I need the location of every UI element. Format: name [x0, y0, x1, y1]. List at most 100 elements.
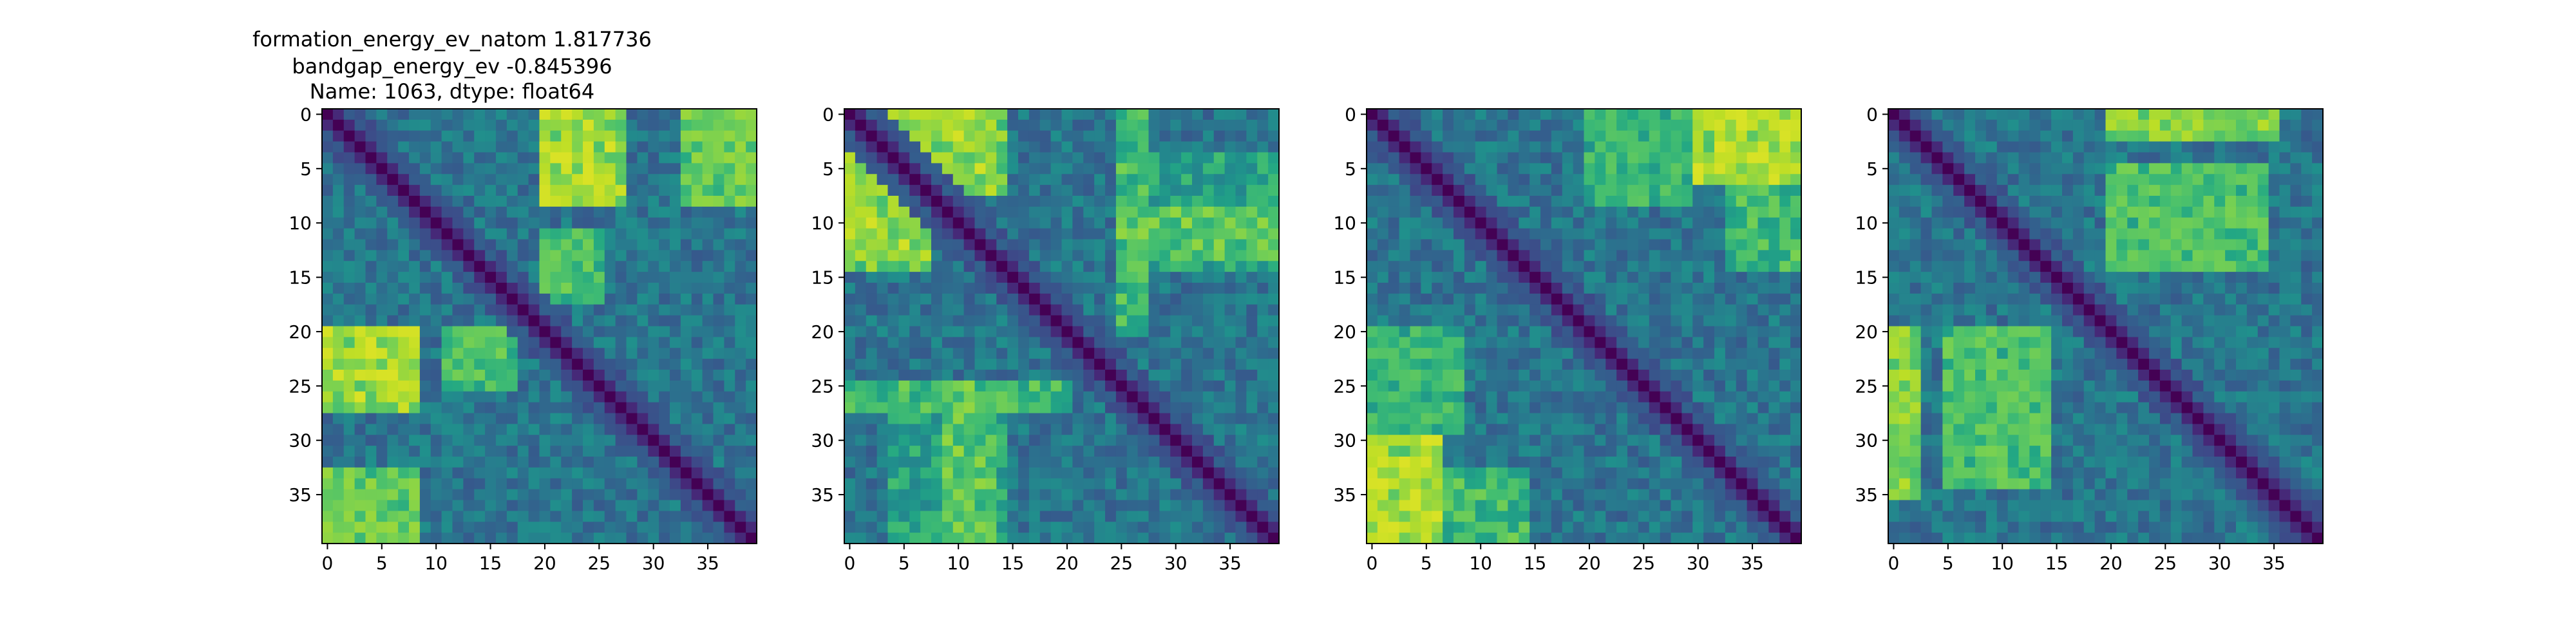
- heatmap-cell: [691, 337, 703, 348]
- heatmap-cell: [931, 446, 943, 457]
- heatmap-cell: [909, 163, 921, 175]
- heatmap-cell: [1268, 489, 1280, 501]
- heatmap-cell: [920, 185, 932, 196]
- heatmap-cell: [1410, 304, 1421, 316]
- heatmap-cell: [1638, 533, 1650, 544]
- heatmap-cell: [1061, 359, 1073, 370]
- heatmap-cell: [1671, 457, 1682, 468]
- heatmap-cell: [1725, 457, 1737, 468]
- heatmap-cell: [1519, 326, 1530, 337]
- heatmap-cell: [898, 446, 910, 457]
- heatmap-cell: [1681, 304, 1693, 316]
- heatmap-cell: [1519, 119, 1530, 131]
- heatmap-cell: [746, 457, 757, 468]
- heatmap-cell: [1562, 283, 1574, 294]
- heatmap-cell: [1257, 478, 1269, 490]
- heatmap-cell: [409, 370, 421, 381]
- heatmap-cell: [746, 435, 757, 446]
- heatmap-cell: [343, 522, 355, 533]
- heatmap-cell: [506, 413, 518, 424]
- heatmap-cell: [1105, 370, 1117, 381]
- heatmap-cell: [1377, 533, 1389, 544]
- heatmap-cell: [659, 196, 670, 207]
- heatmap-cell: [506, 380, 518, 392]
- heatmap-cell: [474, 239, 486, 251]
- heatmap-cell: [343, 130, 355, 142]
- heatmap-cell: [1007, 272, 1019, 283]
- heatmap-cell: [2018, 119, 2030, 131]
- heatmap-cell: [735, 250, 746, 261]
- heatmap-cell: [1725, 315, 1737, 327]
- heatmap-cell: [866, 446, 878, 457]
- heatmap-cell: [963, 370, 976, 381]
- heatmap-cell: [1584, 315, 1595, 327]
- heatmap-cell: [496, 489, 507, 501]
- heatmap-cell: [1181, 348, 1193, 359]
- heatmap-cell: [1028, 467, 1041, 479]
- heatmap-cell: [898, 500, 910, 511]
- heatmap-cell: [920, 217, 932, 229]
- heatmap-cell: [550, 337, 562, 348]
- heatmap-cell: [583, 239, 594, 251]
- heatmap-cell: [1584, 283, 1595, 294]
- heatmap-cell: [1736, 478, 1748, 490]
- heatmap-cell: [2149, 109, 2161, 120]
- heatmap-cell: [1573, 500, 1585, 511]
- heatmap-cell: [1213, 435, 1226, 446]
- heatmap-cell: [680, 315, 692, 327]
- heatmap-cell: [496, 206, 507, 218]
- x-tick-label: 20: [533, 553, 556, 574]
- heatmap-cell: [1725, 533, 1737, 544]
- heatmap-cell: [354, 489, 366, 501]
- heatmap-cell: [1432, 533, 1443, 544]
- heatmap-cell: [1399, 304, 1411, 316]
- heatmap-cell: [1660, 435, 1672, 446]
- heatmap-cell: [398, 522, 410, 533]
- heatmap-cell: [713, 370, 724, 381]
- heatmap-cell: [670, 174, 681, 185]
- heatmap-cell: [1692, 261, 1704, 272]
- heatmap-cell: [1573, 261, 1585, 272]
- heatmap-cell: [1649, 228, 1661, 240]
- heatmap-cell: [354, 348, 366, 359]
- heatmap-cell: [1768, 217, 1780, 229]
- heatmap-cell: [680, 533, 692, 544]
- heatmap-cell: [702, 435, 714, 446]
- heatmap-cell: [1421, 489, 1432, 501]
- heatmap-cell: [1126, 119, 1139, 131]
- heatmap-cell: [996, 196, 1008, 207]
- heatmap-cell: [1072, 478, 1084, 490]
- heatmap-cell: [1660, 467, 1672, 479]
- heatmap-cell: [1410, 457, 1421, 468]
- heatmap-cell: [1137, 348, 1150, 359]
- heatmap-cell: [343, 185, 355, 196]
- heatmap-cell: [1530, 283, 1541, 294]
- heatmap-cell: [332, 185, 345, 196]
- heatmap-cell: [1768, 293, 1780, 305]
- heatmap-cell: [1747, 109, 1759, 120]
- heatmap-cell: [713, 337, 724, 348]
- heatmap-cell: [855, 196, 867, 207]
- heatmap-cell: [1410, 283, 1421, 294]
- heatmap-cell: [1028, 119, 1041, 131]
- heatmap-cell: [920, 489, 932, 501]
- heatmap-cell: [1105, 217, 1117, 229]
- heatmap-cell: [496, 522, 507, 533]
- heatmap-cell: [887, 304, 899, 316]
- heatmap-cell: [593, 380, 605, 392]
- heatmap-cell: [680, 250, 692, 261]
- heatmap-cell: [1007, 391, 1019, 403]
- heatmap-cell: [1497, 141, 1508, 153]
- heatmap-cell: [1736, 315, 1748, 327]
- heatmap-cell: [2170, 119, 2183, 131]
- heatmap-cell: [1028, 152, 1041, 164]
- heatmap-cell: [963, 478, 976, 490]
- heatmap-cell: [1432, 304, 1443, 316]
- heatmap-cell: [1649, 522, 1661, 533]
- heatmap-cell: [550, 250, 562, 261]
- heatmap-cell: [626, 174, 638, 185]
- heatmap-cell: [1007, 326, 1019, 337]
- heatmap-cell: [1551, 283, 1563, 294]
- heatmap-cell: [1681, 467, 1693, 479]
- heatmap-cell: [1094, 185, 1106, 196]
